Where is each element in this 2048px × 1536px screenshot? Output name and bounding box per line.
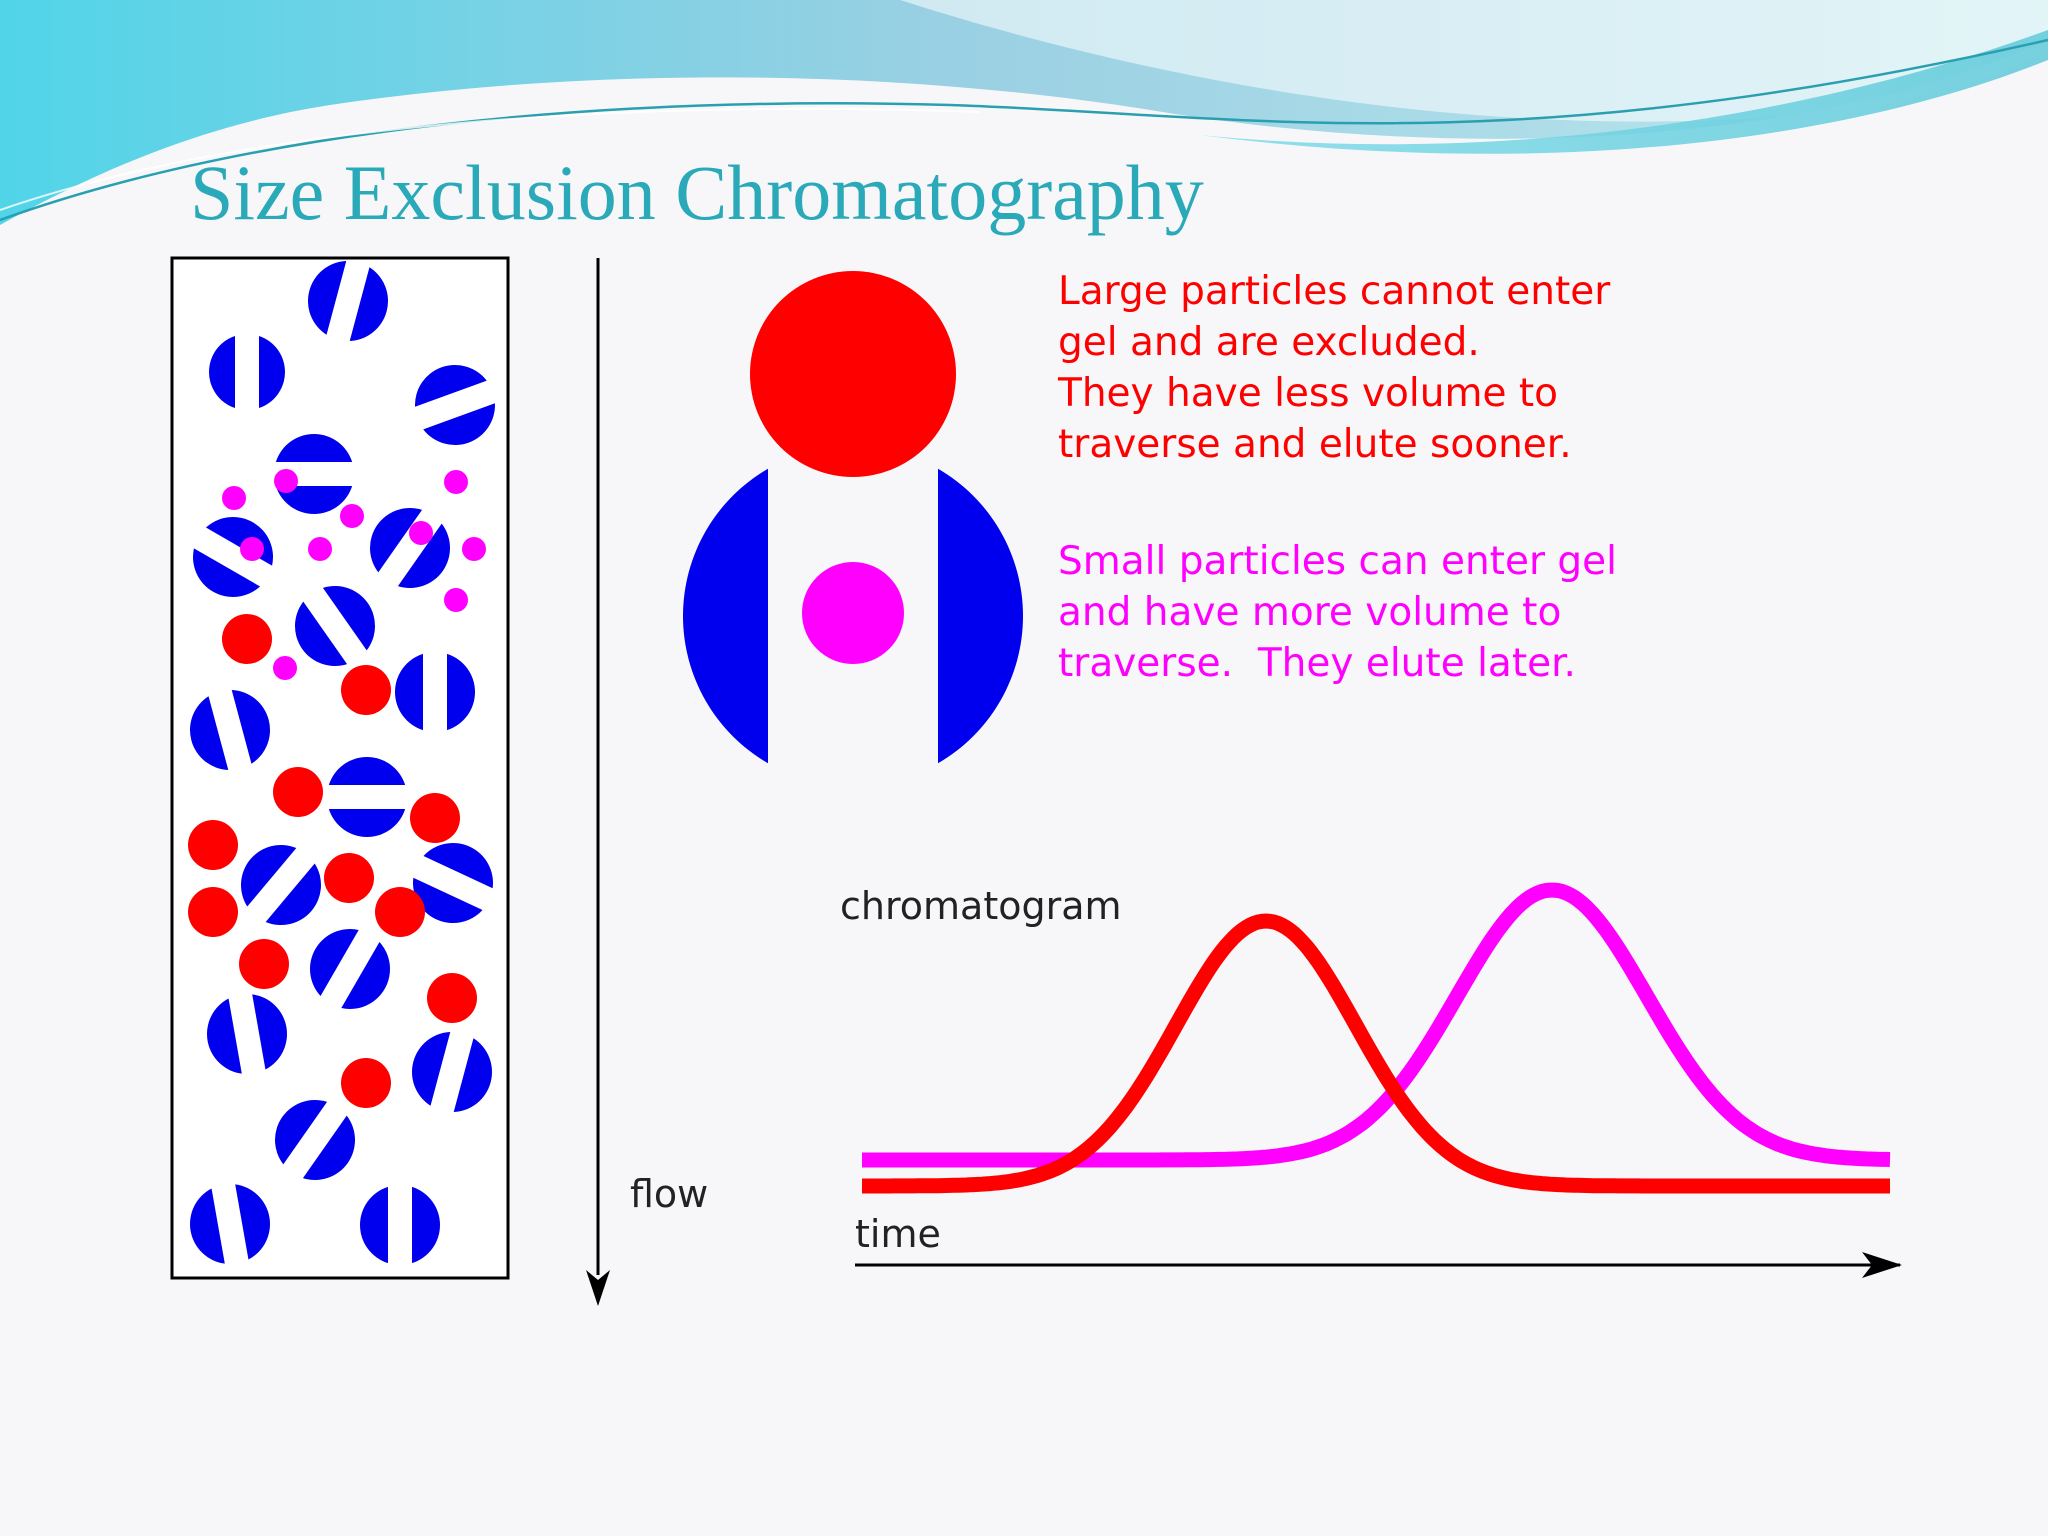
small-particle [462,537,486,561]
large-particle [222,614,272,664]
small-particle [240,537,264,561]
gel-bead [413,843,493,923]
small-particle [308,537,332,561]
gel-bead [415,365,495,445]
gel-bead [241,845,321,925]
large-particle [410,793,460,843]
gel-bead [190,1184,270,1264]
large-particle [341,1058,391,1108]
small-particle [340,504,364,528]
small-particle-example [802,562,904,664]
gel-bead [275,1100,355,1180]
gel-bead [370,508,450,588]
gel-bead [395,653,475,731]
gel-bead [275,433,353,515]
header-wave-decoration [0,0,2048,225]
gel-bead [209,335,285,409]
gel-bead-right-half [938,468,1023,764]
gel-bead [412,1032,492,1112]
gel-bead [190,690,270,770]
large-particle [324,853,374,903]
small-particle [274,469,298,493]
small-particle [222,486,246,510]
chromatogram-trace-large-particles [862,913,1890,1194]
time-axis-arrow-head [1862,1252,1902,1278]
large-particle [188,820,238,870]
large-particle [188,887,238,937]
gel-bead [310,929,390,1009]
gel-bead [295,586,375,666]
chromatogram-trace-small-particles [862,882,1891,1168]
large-particle [239,939,289,989]
large-particle [273,767,323,817]
gel-bead [308,261,388,341]
gel-bead-illustration [683,468,1023,764]
small-particle [273,656,297,680]
small-particle [444,470,468,494]
small-particle [409,521,433,545]
small-particle-caption: Small particles can enter gel and have m… [1058,539,1617,686]
large-particle [341,665,391,715]
large-particle-caption: Large particles cannot enter gel and are… [1058,269,1611,467]
gel-bead [328,756,406,838]
large-particle [375,887,425,937]
flow-label: flow [630,1172,709,1216]
flow-arrow-head [586,1270,610,1306]
large-particle [427,973,477,1023]
small-particle [444,588,468,612]
gel-bead-left-half [683,468,768,764]
gel-bead [207,994,287,1074]
chromatogram-title: chromatogram [840,884,1122,928]
large-particle-example [750,271,956,477]
column-particles [188,261,495,1264]
gel-bead [360,1186,440,1264]
slide-title: Size Exclusion Chromatography [190,149,1204,236]
time-axis-label: time [855,1212,941,1256]
